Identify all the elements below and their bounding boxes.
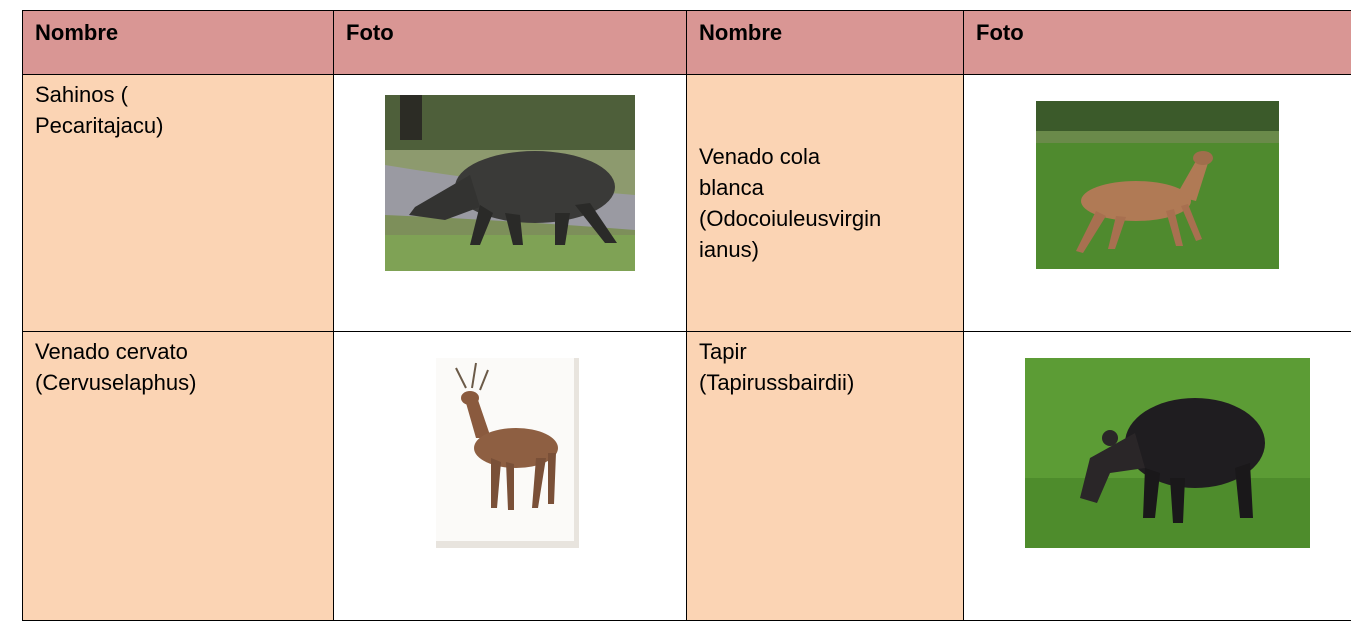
- name-line: Tapir: [699, 339, 747, 364]
- white-tailed-deer-photo: [1036, 101, 1279, 269]
- name-line: Pecaritajacu): [35, 113, 164, 138]
- name-cell: Sahinos ( Pecaritajacu): [22, 74, 334, 332]
- name-cell: Venado cola blanca (Odocoiuleusvirgin ia…: [686, 74, 964, 332]
- name-line: (Odocoiuleusvirgin: [699, 206, 882, 231]
- name-line: Venado cervato: [35, 339, 188, 364]
- header-cell: Foto: [963, 10, 1351, 75]
- name-cell: Venado cervato (Cervuselaphus): [22, 331, 334, 621]
- peccary-photo: [385, 95, 635, 271]
- header-cell: Nombre: [686, 10, 964, 75]
- header-cell: Foto: [333, 10, 687, 75]
- name-line: Sahinos (: [35, 82, 128, 107]
- name-line: (Cervuselaphus): [35, 370, 197, 395]
- red-deer-photo: [436, 358, 579, 548]
- name-line: ianus): [699, 237, 759, 262]
- name-line: blanca: [699, 175, 764, 200]
- tapir-photo: [1025, 358, 1310, 548]
- name-cell: Tapir (Tapirussbairdii): [686, 331, 964, 621]
- name-line: (Tapirussbairdii): [699, 370, 855, 395]
- header-cell: Nombre: [22, 10, 334, 75]
- name-line: Venado cola: [699, 144, 821, 169]
- page: {"table": { "header": ["Nombre", "Foto",…: [22, 10, 1351, 621]
